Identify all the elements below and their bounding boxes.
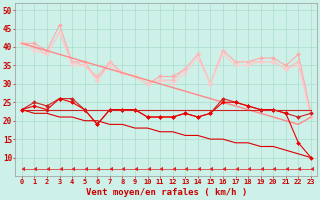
X-axis label: Vent moyen/en rafales ( km/h ): Vent moyen/en rafales ( km/h ) — [86, 188, 247, 197]
